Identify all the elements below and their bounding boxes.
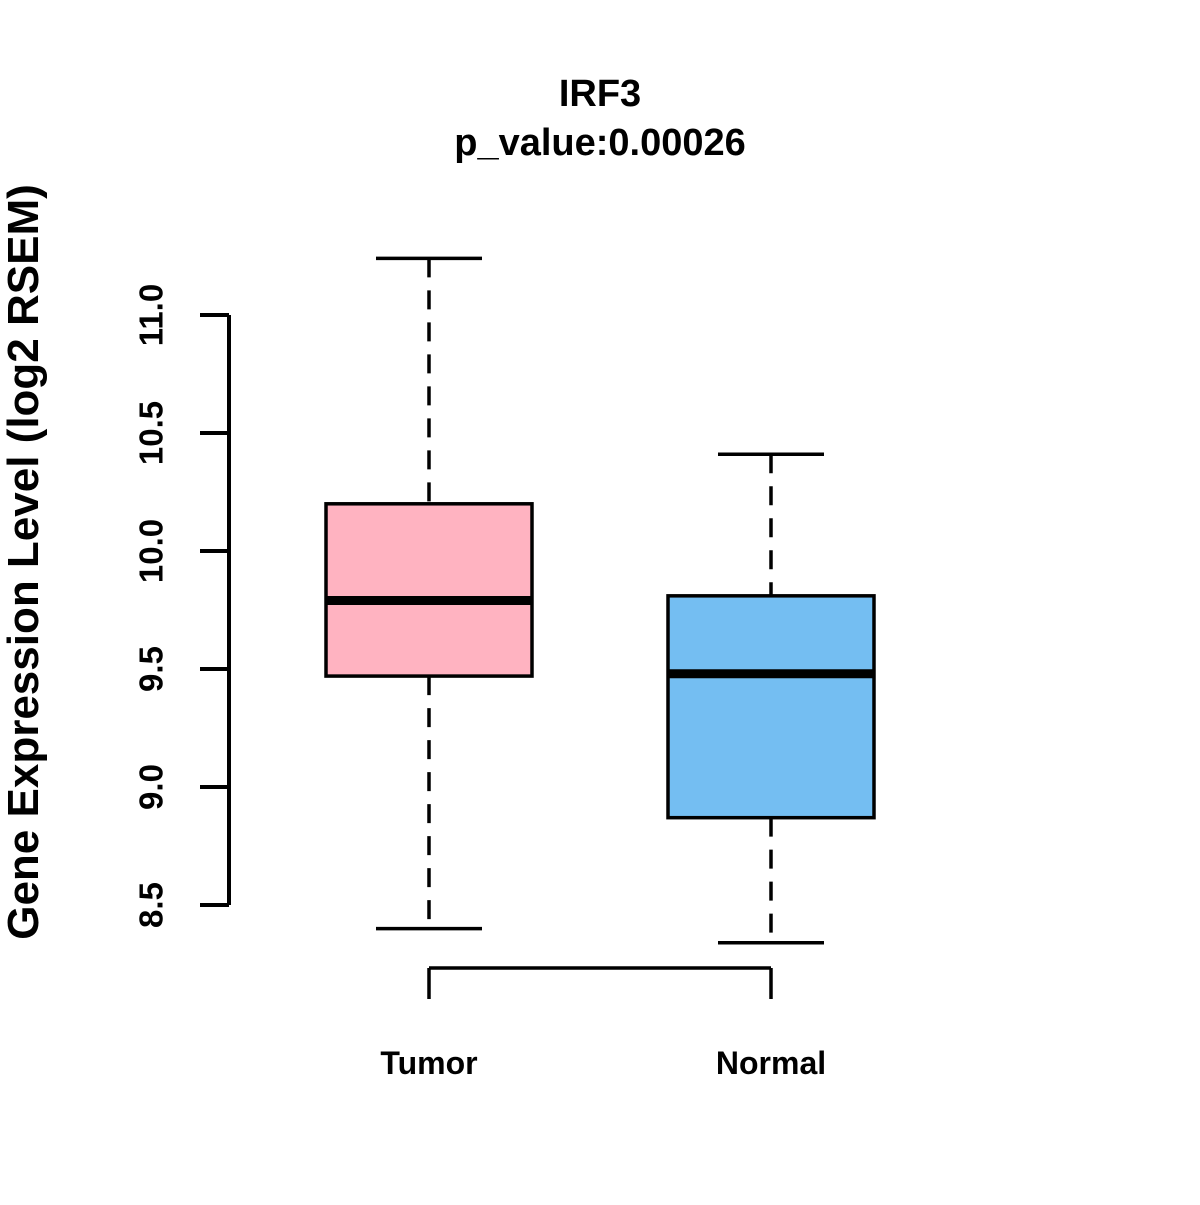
box-normal (666, 594, 876, 820)
chart-title: IRF3 (559, 73, 641, 115)
x-axis-bracket (427, 966, 773, 999)
box-tumor (324, 502, 534, 678)
chart-subtitle: p_value:0.00026 (454, 122, 746, 164)
y-axis-tick-label: 10.0 (133, 519, 170, 583)
y-axis-tick-label: 11.0 (133, 284, 170, 346)
y-axis-title: Gene Expression Level (log2 RSEM) (0, 184, 48, 940)
y-axis: 8.5 9.0 9.5 10.0 10.5 11.0 (133, 284, 231, 928)
box-group (324, 256, 876, 945)
category-label-normal: Normal (716, 1045, 826, 1081)
y-axis-tick-label: 10.5 (133, 401, 170, 465)
y-axis-tick-label: 9.0 (133, 764, 170, 810)
y-axis-tick-label: 9.5 (133, 646, 170, 692)
category-label-tumor: Tumor (380, 1045, 477, 1081)
y-axis-tick-label: 8.5 (133, 882, 170, 928)
category-labels: Tumor Normal (380, 1045, 826, 1081)
